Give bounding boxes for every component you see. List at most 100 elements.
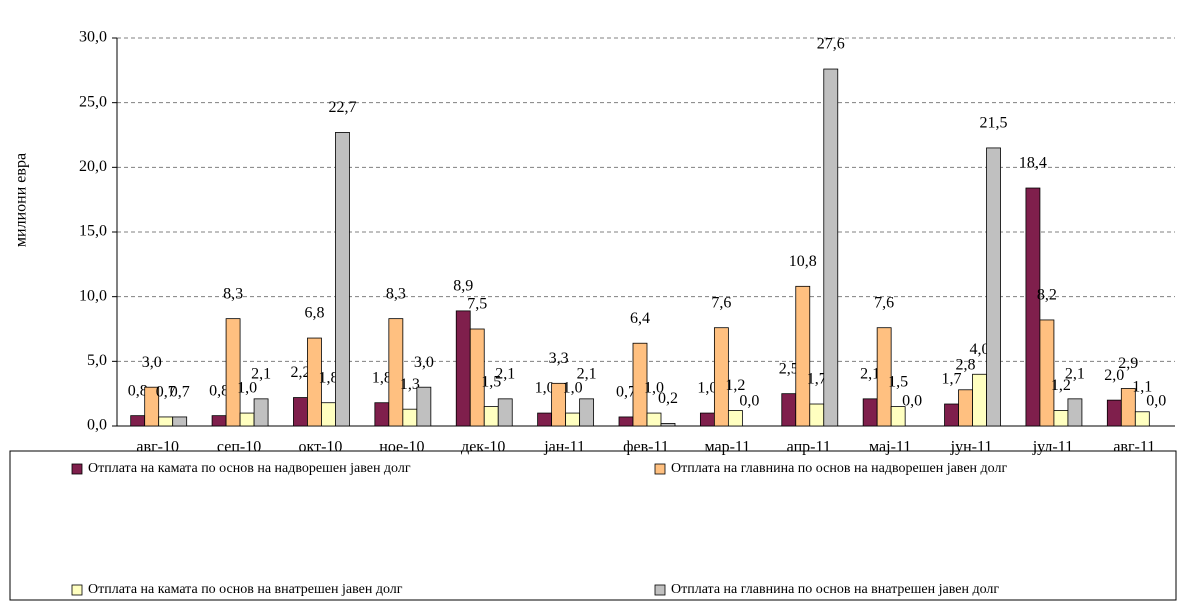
- bar: [253, 398, 269, 427]
- bar: [225, 318, 241, 427]
- bar: [497, 398, 513, 427]
- data-label: 2,8: [956, 356, 976, 373]
- bar: [537, 412, 553, 427]
- y-tick-label: 30,0: [79, 29, 107, 46]
- bar: [239, 412, 255, 427]
- bar: [944, 403, 959, 427]
- data-label: 7,6: [874, 294, 894, 311]
- data-label: 2,1: [495, 366, 515, 383]
- data-label: 1,7: [807, 371, 827, 388]
- data-label: 1,0: [697, 380, 717, 397]
- data-label: 2,2: [290, 364, 310, 381]
- data-label: 22,7: [328, 99, 356, 116]
- bar: [646, 412, 662, 427]
- bar: [307, 337, 322, 427]
- y-tick-label: 5,0: [87, 352, 107, 369]
- x-tick-label: авг-10: [136, 439, 179, 456]
- data-label: 1,1: [1132, 378, 1152, 395]
- legend-swatch: [71, 584, 83, 596]
- legend-label: Отплата на главнина по основ на надвореш…: [671, 461, 1007, 476]
- data-label: 10,8: [789, 253, 817, 270]
- y-axis-label: милиони евра: [13, 153, 30, 247]
- bar: [876, 327, 892, 427]
- data-label: 8,9: [453, 278, 473, 295]
- data-label: 6,4: [630, 310, 650, 327]
- bar: [565, 412, 581, 427]
- data-label: 2,1: [251, 366, 271, 383]
- bar: [660, 423, 676, 427]
- x-tick-label: јун-11: [950, 439, 993, 456]
- bar: [1039, 319, 1055, 427]
- bar: [1053, 410, 1069, 427]
- bar: [986, 147, 1001, 427]
- legend-label: Отплата на главнина по основ на внатреше…: [671, 582, 999, 597]
- legend-box: [9, 450, 1177, 601]
- bar: [632, 342, 648, 427]
- data-label: 0,7: [170, 384, 190, 401]
- bar: [416, 386, 432, 427]
- data-label: 1,2: [1051, 377, 1071, 394]
- bar: [144, 386, 160, 427]
- x-tick-label: јул-11: [1032, 439, 1073, 456]
- bar: [1134, 411, 1150, 427]
- data-label: 1,8: [318, 369, 338, 386]
- data-label: 1,0: [535, 380, 555, 397]
- y-tick-label: 10,0: [79, 287, 107, 304]
- bar: [958, 389, 973, 427]
- bar: [1106, 399, 1122, 427]
- data-label: 0,7: [156, 384, 176, 401]
- bar: [211, 415, 227, 427]
- bar: [795, 285, 811, 427]
- data-label: 2,1: [860, 366, 880, 383]
- bar: [809, 403, 825, 427]
- bar: [374, 402, 390, 427]
- data-label: 3,3: [549, 350, 569, 367]
- y-tick-label: 25,0: [79, 93, 107, 110]
- bar: [699, 412, 715, 427]
- bar: [713, 327, 729, 427]
- bar: [862, 398, 878, 427]
- data-label: 1,2: [725, 377, 745, 394]
- data-label: 7,6: [711, 294, 731, 311]
- x-tick-label: јан-11: [543, 439, 585, 456]
- x-tick-label: фев-11: [623, 439, 669, 456]
- data-label: 1,5: [481, 373, 501, 390]
- y-tick-label: 0,0: [87, 417, 107, 434]
- data-label: 0,2: [658, 390, 678, 407]
- x-tick-label: ное-10: [379, 439, 424, 456]
- data-label: 27,6: [817, 36, 845, 53]
- bar: [823, 68, 839, 427]
- data-label: 0,0: [739, 393, 759, 410]
- y-tick-label: 15,0: [79, 223, 107, 240]
- bar: [618, 416, 634, 427]
- data-label: 8,3: [223, 285, 243, 302]
- data-label: 8,3: [386, 285, 406, 302]
- bar: [551, 382, 567, 427]
- bar: [402, 408, 418, 427]
- data-label: 1,0: [563, 380, 583, 397]
- legend-label: Отплата на камата по основ на внатрешен …: [88, 582, 403, 597]
- x-tick-label: окт-10: [299, 439, 343, 456]
- bar: [1067, 398, 1083, 427]
- data-label: 3,0: [414, 354, 434, 371]
- bar: [158, 416, 174, 427]
- data-label: 1,5: [888, 373, 908, 390]
- data-label: 0,7: [616, 384, 636, 401]
- data-label: 2,9: [1118, 355, 1138, 372]
- bar: [293, 397, 308, 427]
- data-label: 1,3: [400, 376, 420, 393]
- x-tick-label: мар-11: [704, 439, 750, 456]
- x-tick-label: сеп-10: [217, 439, 261, 456]
- bar: [781, 393, 797, 427]
- legend-swatch: [654, 584, 666, 596]
- bar: [972, 373, 987, 427]
- legend-swatch: [71, 463, 83, 475]
- data-label: 3,0: [142, 354, 162, 371]
- bar: [469, 328, 485, 427]
- data-label: 7,5: [467, 296, 487, 313]
- legend-swatch: [654, 463, 666, 475]
- bar: [321, 402, 336, 427]
- bar: [172, 416, 188, 427]
- data-label: 1,0: [644, 380, 664, 397]
- x-tick-label: апр-11: [787, 439, 831, 456]
